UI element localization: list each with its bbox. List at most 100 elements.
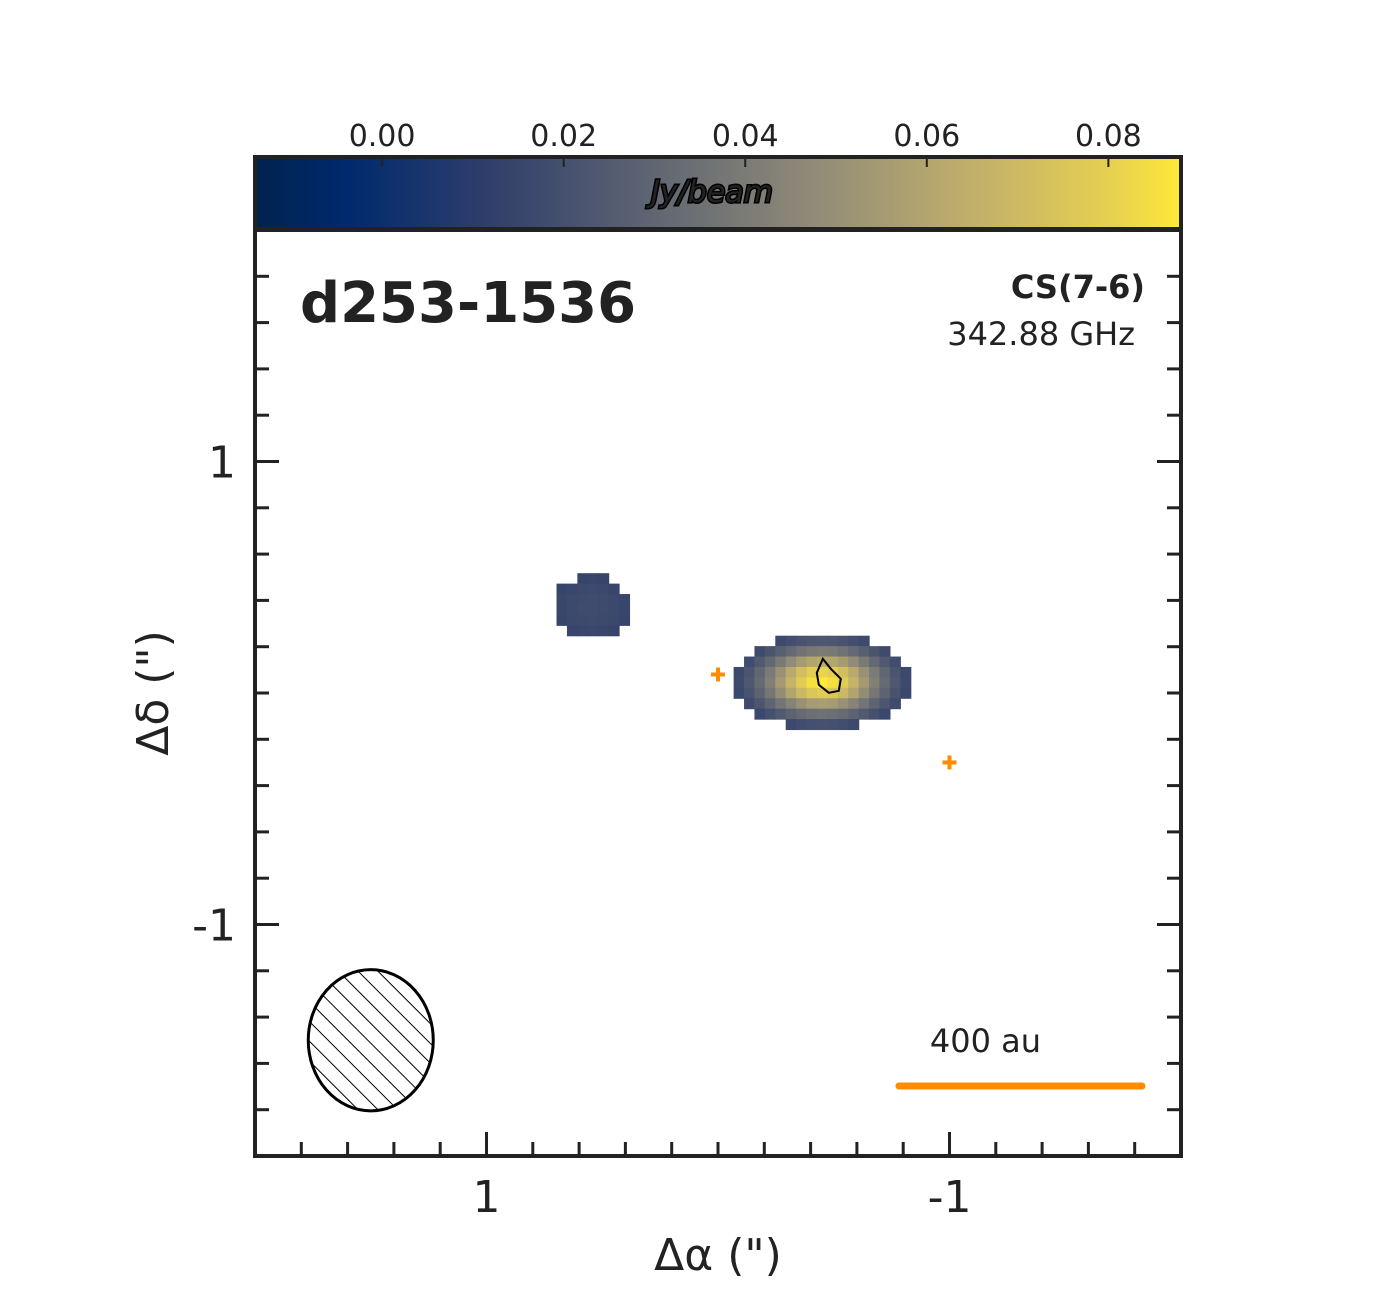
- line-frequency: 342.88 GHz: [947, 315, 1135, 353]
- emission-pixel: [837, 719, 849, 731]
- emission-pixel: [816, 677, 828, 689]
- emission-pixel: [796, 666, 808, 678]
- emission-pixel: [754, 677, 766, 689]
- emission-pixel: [827, 698, 839, 710]
- emission-pixel: [816, 646, 828, 658]
- emission-pixel: [785, 719, 797, 731]
- emission-pixel: [816, 719, 828, 731]
- colorbar-ticks: 0.00 0.02 0.04 0.06 0.08: [349, 119, 1142, 167]
- peak-contour: [815, 656, 842, 694]
- emission-pixel: [806, 687, 818, 699]
- emission-pixel: [848, 719, 860, 731]
- emission-pixel: [764, 646, 776, 658]
- emission-pixel: [848, 646, 860, 658]
- emission-pixel: [869, 656, 881, 668]
- colorbar-tick-label: 0.02: [530, 119, 597, 154]
- emission-pixel: [785, 646, 797, 658]
- emission-pixel: [764, 708, 776, 720]
- emission-pixel: [775, 656, 787, 668]
- source-marker: [711, 667, 725, 682]
- colorbar-tick-label: 0.04: [712, 119, 779, 154]
- emission-pixel: [796, 646, 808, 658]
- emission-pixel: [775, 635, 787, 647]
- emission-pixel: [869, 687, 881, 699]
- emission-pixel: [816, 635, 828, 647]
- emission-pixel: [744, 687, 756, 699]
- emission-pixel: [608, 604, 620, 616]
- emission-pixel: [754, 656, 766, 668]
- axis-ticks: 1 -1 1 -1: [192, 274, 1181, 1223]
- emission-pixel: [785, 708, 797, 720]
- emission-pixel: [816, 698, 828, 710]
- emission-pixel: [796, 635, 808, 647]
- emission-pixel: [869, 677, 881, 689]
- emission-pixel: [556, 614, 568, 626]
- emission-pixel: [775, 698, 787, 710]
- emission-pixel: [858, 698, 870, 710]
- emission-pixel: [577, 594, 589, 606]
- emission-pixel: [837, 646, 849, 658]
- emission-pixel: [587, 583, 599, 595]
- emission-pixel: [806, 708, 818, 720]
- emission-pixel: [837, 635, 849, 647]
- emission-pixel: [577, 573, 589, 585]
- source-markers: [711, 667, 957, 770]
- emission-pixel: [566, 625, 578, 637]
- emission-pixel: [796, 698, 808, 710]
- x-axis-label: Δα ("): [654, 1230, 782, 1281]
- emission-pixel: [598, 604, 610, 616]
- emission-pixel: [806, 656, 818, 668]
- emission-pixel: [764, 687, 776, 699]
- emission-pixel: [827, 708, 839, 720]
- emission-pixel: [879, 646, 891, 658]
- emission-pixel: [889, 687, 901, 699]
- source-title: d253-1536: [300, 271, 636, 336]
- colorbar: Jy/beam 0.00 0.02 0.04 0.06 0.08: [253, 119, 1183, 231]
- beam-ellipse: [306, 968, 435, 1113]
- emission-pixel: [598, 573, 610, 585]
- emission-pixel: [619, 594, 631, 606]
- scalebar: 400 au: [895, 1022, 1146, 1090]
- x-tick-label: 1: [473, 1172, 501, 1223]
- emission-pixel: [598, 583, 610, 595]
- emission-pixel: [598, 594, 610, 606]
- emission-pixel: [796, 656, 808, 668]
- y-tick-label: 1: [208, 438, 236, 489]
- y-tick-label: -1: [192, 901, 236, 952]
- emission-pixel: [869, 646, 881, 658]
- line-name: CS(7-6): [1011, 268, 1145, 306]
- emission-pixel: [764, 698, 776, 710]
- emission-pixel: [796, 708, 808, 720]
- emission-pixel: [900, 687, 912, 699]
- colorbar-gradient: [253, 155, 1183, 231]
- emission-pixel: [858, 656, 870, 668]
- emission-pixel: [619, 604, 631, 616]
- emission-pixel: [816, 666, 828, 678]
- emission-pixel: [556, 604, 568, 616]
- emission-pixel: [775, 677, 787, 689]
- emission-pixel: [848, 666, 860, 678]
- emission-pixel: [806, 666, 818, 678]
- emission-pixel: [796, 677, 808, 689]
- emission-pixel: [858, 666, 870, 678]
- x-tick-label: -1: [928, 1172, 972, 1223]
- emission-pixel: [848, 656, 860, 668]
- emission-pixel: [869, 708, 881, 720]
- emission-pixel: [608, 614, 620, 626]
- emission-pixel: [577, 625, 589, 637]
- emission-pixel: [806, 646, 818, 658]
- emission-pixel: [796, 687, 808, 699]
- emission-pixel: [827, 677, 839, 689]
- emission-pixel: [900, 666, 912, 678]
- emission-pixel: [816, 708, 828, 720]
- colorbar-tick-label: 0.08: [1075, 119, 1142, 154]
- emission-pixel: [827, 646, 839, 658]
- emission-pixel: [587, 625, 599, 637]
- emission-pixel: [858, 677, 870, 689]
- emission-pixel: [566, 594, 578, 606]
- emission-pixel: [754, 708, 766, 720]
- emission-pixel: [879, 666, 891, 678]
- emission-pixel: [837, 687, 849, 699]
- emission-pixel: [754, 687, 766, 699]
- emission-pixel: [785, 687, 797, 699]
